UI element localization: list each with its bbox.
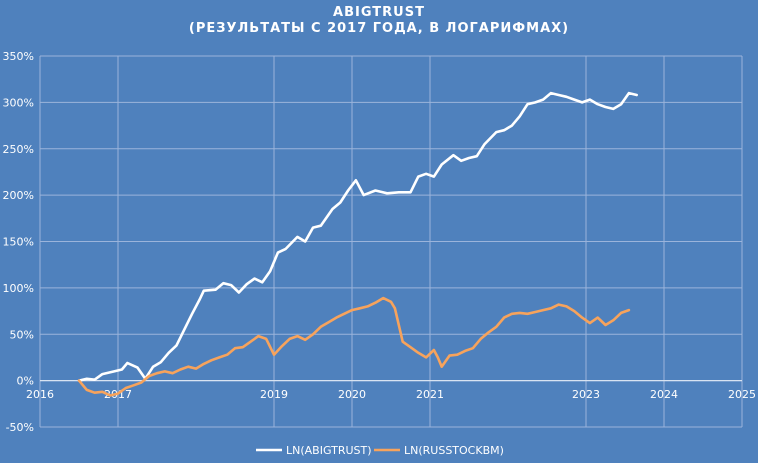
y-tick-label: 100% <box>3 282 34 295</box>
chart-subtitle: (РЕЗУЛЬТАТЫ С 2017 ГОДА, В ЛОГАРИФМАХ) <box>188 21 570 36</box>
y-tick-label: 250% <box>3 143 34 156</box>
y-tick-label: 50% <box>10 328 34 341</box>
series-line-1 <box>77 91 638 382</box>
x-tick-label: 2023 <box>572 388 600 401</box>
x-tick-label: 2020 <box>338 388 366 401</box>
y-tick-label: -50% <box>6 421 34 434</box>
chart-title: ABIGTRUST <box>333 5 425 20</box>
y-tick-label: 200% <box>3 189 34 202</box>
x-tick-label: 2016 <box>26 388 54 401</box>
legend-label-2: LN(RUSSTOCKBM) <box>404 444 504 457</box>
x-tick-label: 2024 <box>650 388 678 401</box>
y-tick-label: 150% <box>3 236 34 249</box>
y-tick-label: 300% <box>3 96 34 109</box>
y-tick-label: 0% <box>17 375 34 388</box>
x-tick-label: 2025 <box>728 388 756 401</box>
series-line-2 <box>77 296 631 397</box>
y-tick-label: 350% <box>3 50 34 63</box>
chart-title-block: ABIGTRUST (РЕЗУЛЬТАТЫ С 2017 ГОДА, В ЛОГ… <box>0 5 758 37</box>
x-tick-label: 2021 <box>416 388 444 401</box>
x-tick-label: 2019 <box>260 388 288 401</box>
legend-label-1: LN(ABIGTRUST) <box>286 444 372 457</box>
